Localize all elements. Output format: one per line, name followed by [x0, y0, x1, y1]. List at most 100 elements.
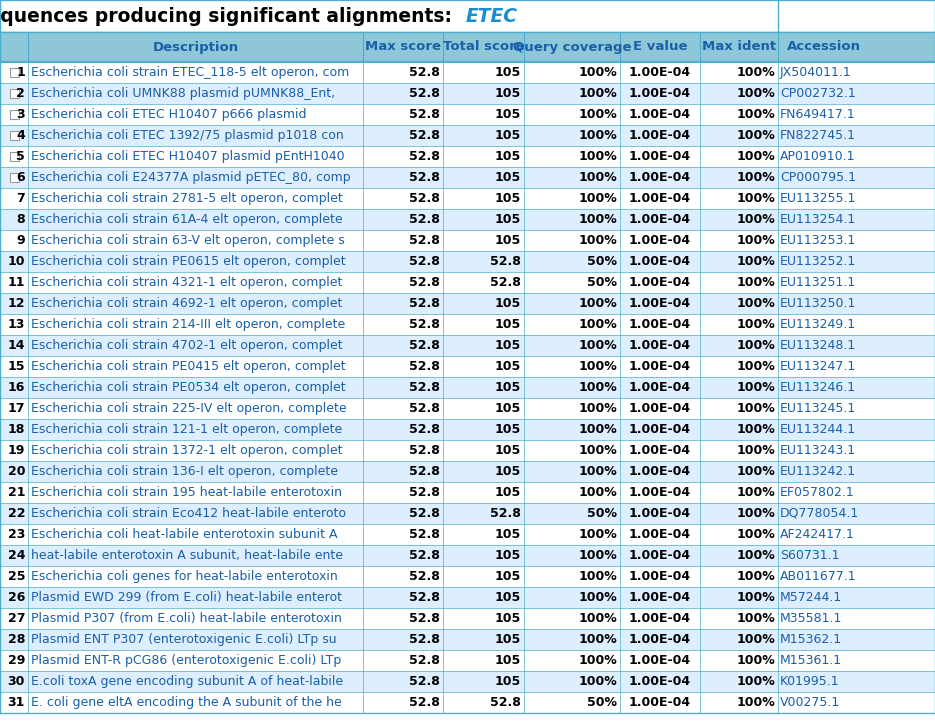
Text: 105: 105 — [495, 360, 521, 373]
Text: 1.00E-04: 1.00E-04 — [629, 87, 691, 100]
Bar — [0, 230, 935, 251]
Text: 52.8: 52.8 — [490, 696, 521, 709]
Text: 105: 105 — [495, 486, 521, 499]
Text: S60731.1: S60731.1 — [780, 549, 840, 562]
Text: 1.00E-04: 1.00E-04 — [629, 381, 691, 394]
Text: 105: 105 — [495, 381, 521, 394]
Bar — [0, 32, 935, 62]
Bar — [9, 152, 19, 161]
Text: 100%: 100% — [578, 171, 617, 184]
Text: EU113246.1: EU113246.1 — [780, 381, 856, 394]
Text: 100%: 100% — [736, 423, 775, 436]
Text: EU113249.1: EU113249.1 — [780, 318, 856, 331]
Text: 52.8: 52.8 — [410, 171, 440, 184]
Text: 9: 9 — [17, 234, 25, 247]
Text: 52.8: 52.8 — [410, 360, 440, 373]
Text: Escherichia coli strain 63-V elt operon, complete s: Escherichia coli strain 63-V elt operon,… — [31, 234, 345, 247]
Text: 105: 105 — [495, 528, 521, 541]
Bar — [0, 566, 935, 587]
Text: 52.8: 52.8 — [410, 528, 440, 541]
Text: 100%: 100% — [736, 591, 775, 604]
Text: Escherichia coli strain 214-III elt operon, complete: Escherichia coli strain 214-III elt oper… — [31, 318, 345, 331]
Text: 105: 105 — [495, 549, 521, 562]
Text: 1.00E-04: 1.00E-04 — [629, 528, 691, 541]
Text: AF242417.1: AF242417.1 — [780, 528, 855, 541]
Text: 1.00E-04: 1.00E-04 — [629, 507, 691, 520]
Text: 52.8: 52.8 — [490, 507, 521, 520]
Text: 105: 105 — [495, 297, 521, 310]
Text: 52.8: 52.8 — [410, 192, 440, 205]
Text: 1.00E-04: 1.00E-04 — [629, 171, 691, 184]
Text: Escherichia coli heat-labile enterotoxin subunit A: Escherichia coli heat-labile enterotoxin… — [31, 528, 338, 541]
Text: 100%: 100% — [578, 360, 617, 373]
Text: 105: 105 — [495, 234, 521, 247]
Text: 52.8: 52.8 — [410, 465, 440, 478]
Text: M35581.1: M35581.1 — [780, 612, 842, 625]
Text: 52.8: 52.8 — [410, 507, 440, 520]
Text: 52.8: 52.8 — [410, 486, 440, 499]
Text: 1.00E-04: 1.00E-04 — [629, 297, 691, 310]
Text: 1.00E-04: 1.00E-04 — [629, 696, 691, 709]
Text: 26: 26 — [7, 591, 25, 604]
Text: 100%: 100% — [578, 528, 617, 541]
Bar — [0, 524, 935, 545]
Text: E.coli toxA gene encoding subunit A of heat-labile: E.coli toxA gene encoding subunit A of h… — [31, 675, 343, 688]
Text: 1.00E-04: 1.00E-04 — [629, 465, 691, 478]
Text: 52.8: 52.8 — [410, 150, 440, 163]
Text: 1.00E-04: 1.00E-04 — [629, 339, 691, 352]
Text: 28: 28 — [7, 633, 25, 646]
Bar — [0, 356, 935, 377]
Bar — [0, 62, 935, 83]
Text: 105: 105 — [495, 444, 521, 457]
Text: 100%: 100% — [736, 402, 775, 415]
Bar — [0, 188, 935, 209]
Text: 100%: 100% — [736, 213, 775, 226]
Bar — [0, 461, 935, 482]
Text: 100%: 100% — [736, 675, 775, 688]
Text: 52.8: 52.8 — [490, 276, 521, 289]
Text: Escherichia coli strain 2781-5 elt operon, complet: Escherichia coli strain 2781-5 elt opero… — [31, 192, 343, 205]
Bar — [0, 419, 935, 440]
Text: 105: 105 — [495, 423, 521, 436]
Text: 3: 3 — [17, 108, 25, 121]
Bar — [0, 608, 935, 629]
Text: 1.00E-04: 1.00E-04 — [629, 423, 691, 436]
Text: 100%: 100% — [578, 654, 617, 667]
Text: 100%: 100% — [736, 255, 775, 268]
Text: 100%: 100% — [736, 171, 775, 184]
Text: Escherichia coli UMNK88 plasmid pUMNK88_Ent,: Escherichia coli UMNK88 plasmid pUMNK88_… — [31, 87, 335, 100]
Text: M57244.1: M57244.1 — [780, 591, 842, 604]
Text: 100%: 100% — [736, 696, 775, 709]
Bar — [0, 209, 935, 230]
Text: 100%: 100% — [736, 339, 775, 352]
Bar — [9, 68, 19, 77]
Text: 100%: 100% — [578, 675, 617, 688]
Text: 100%: 100% — [736, 570, 775, 583]
Text: M15362.1: M15362.1 — [780, 633, 842, 646]
Text: 1.00E-04: 1.00E-04 — [629, 213, 691, 226]
Text: FN649417.1: FN649417.1 — [780, 108, 856, 121]
Text: 100%: 100% — [736, 66, 775, 79]
Text: Escherichia coli strain 4692-1 elt operon, complet: Escherichia coli strain 4692-1 elt opero… — [31, 297, 342, 310]
Text: 105: 105 — [495, 675, 521, 688]
Text: 100%: 100% — [578, 465, 617, 478]
Text: 50%: 50% — [587, 255, 617, 268]
Text: 100%: 100% — [578, 66, 617, 79]
Text: CP002732.1: CP002732.1 — [780, 87, 856, 100]
Text: CP000795.1: CP000795.1 — [780, 171, 856, 184]
Text: 100%: 100% — [736, 654, 775, 667]
Text: 100%: 100% — [578, 381, 617, 394]
Text: 1.00E-04: 1.00E-04 — [629, 612, 691, 625]
Text: 1.00E-04: 1.00E-04 — [629, 570, 691, 583]
Text: 100%: 100% — [736, 465, 775, 478]
Text: 52.8: 52.8 — [410, 549, 440, 562]
Text: Escherichia coli strain 121-1 elt operon, complete: Escherichia coli strain 121-1 elt operon… — [31, 423, 342, 436]
Text: 105: 105 — [495, 129, 521, 142]
Text: V00275.1: V00275.1 — [780, 696, 841, 709]
Text: EU113242.1: EU113242.1 — [780, 465, 856, 478]
Text: 105: 105 — [495, 192, 521, 205]
Text: 100%: 100% — [736, 129, 775, 142]
Text: 100%: 100% — [578, 297, 617, 310]
Text: 7: 7 — [16, 192, 25, 205]
Text: EF057802.1: EF057802.1 — [780, 486, 855, 499]
